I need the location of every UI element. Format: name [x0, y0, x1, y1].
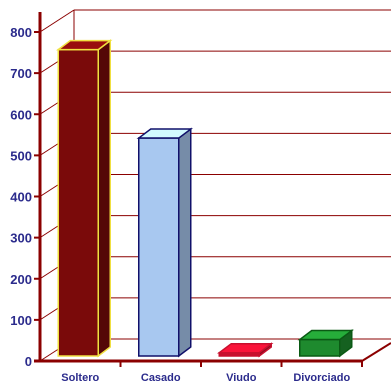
bar-top: [217, 342, 274, 354]
bar-front: [57, 48, 99, 357]
y-tick-label: 100: [10, 313, 32, 328]
x-tick-label: Soltero: [61, 372, 99, 383]
bar-side: [178, 127, 192, 358]
bar-front: [138, 137, 180, 357]
bar: [56, 39, 113, 358]
y-tick-label: 200: [10, 272, 32, 287]
bar: [136, 127, 193, 358]
x-tick-label: Casado: [141, 372, 181, 383]
x-tick-label: Viudo: [226, 372, 257, 383]
label-layer: 0 100 200 300 400 500 600 700 800 Soltero Casado Vi…: [10, 25, 350, 383]
bar: [217, 342, 274, 358]
y-tick-label: 0: [25, 354, 32, 369]
bar-front: [299, 338, 341, 357]
y-tick-label: 800: [10, 25, 32, 40]
x-tick-label: Divorciado: [293, 372, 350, 383]
bar-top: [136, 128, 193, 139]
y-tick-label: 500: [10, 148, 32, 163]
bar-top: [297, 329, 354, 341]
y-tick-label: 400: [10, 190, 32, 205]
floor-right-edge: [361, 342, 391, 362]
y-tick-label: 600: [10, 107, 32, 122]
bar: [297, 329, 354, 358]
bar-layer: [56, 39, 354, 358]
y-tick-label: 300: [10, 231, 32, 246]
gridline-depth: [39, 9, 75, 33]
bar-top: [56, 39, 113, 51]
y-tick-label: 700: [10, 66, 32, 81]
axis-layer: [34, 12, 391, 367]
bar-side: [97, 39, 111, 358]
